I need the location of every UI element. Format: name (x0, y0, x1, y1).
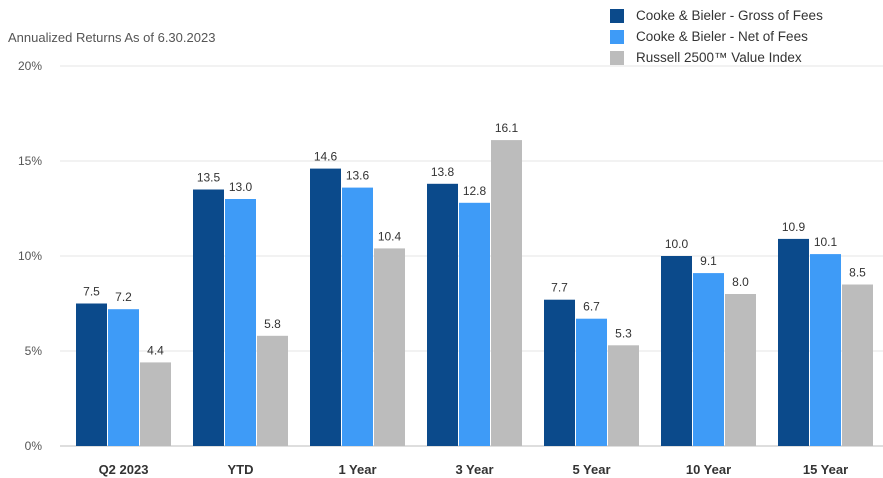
bar (76, 303, 107, 446)
bar (140, 362, 171, 446)
data-label: 7.7 (551, 281, 568, 295)
bar (310, 168, 341, 446)
data-label: 8.5 (849, 266, 866, 280)
data-label: 16.1 (495, 121, 519, 135)
y-tick-label: 10% (18, 249, 42, 263)
legend-item-gross: Cooke & Bieler - Gross of Fees (610, 5, 823, 26)
legend-swatch-index (610, 50, 624, 65)
bar (778, 238, 809, 446)
data-label: 5.8 (264, 317, 281, 331)
legend-label-net: Cooke & Bieler - Net of Fees (636, 29, 808, 44)
bar (491, 140, 522, 446)
y-tick-label: 20% (18, 59, 42, 73)
y-tick-label: 0% (25, 439, 43, 453)
bar (842, 284, 873, 446)
data-label: 14.6 (314, 150, 338, 164)
x-tick-label: 3 Year (455, 462, 493, 477)
data-label: 13.0 (229, 180, 253, 194)
legend-item-index: Russell 2500™ Value Index (610, 47, 823, 68)
legend-swatch-net (610, 29, 624, 44)
data-label: 13.6 (346, 169, 370, 183)
x-tick-label: 10 Year (686, 462, 731, 477)
bar (661, 256, 692, 446)
data-label: 9.1 (700, 254, 717, 268)
bar (108, 309, 139, 446)
data-label: 13.5 (197, 171, 221, 185)
y-tick-label: 15% (18, 154, 42, 168)
data-label: 10.9 (782, 220, 806, 234)
bar (576, 318, 607, 446)
data-label: 6.7 (583, 300, 600, 314)
bar (374, 248, 405, 446)
bar (608, 345, 639, 446)
data-label: 7.5 (83, 285, 100, 299)
data-label: 5.3 (615, 326, 632, 340)
bar (427, 183, 458, 447)
legend-item-net: Cooke & Bieler - Net of Fees (610, 26, 823, 47)
data-label: 7.2 (115, 290, 132, 304)
chart-subtitle: Annualized Returns As of 6.30.2023 (8, 30, 216, 45)
data-label: 10.4 (378, 229, 402, 243)
bar (193, 189, 224, 446)
bar (693, 273, 724, 446)
data-label: 10.1 (814, 235, 838, 249)
data-label: 8.0 (732, 275, 749, 289)
data-label: 10.0 (665, 237, 689, 251)
y-tick-label: 5% (25, 344, 43, 358)
bar (225, 199, 256, 446)
x-tick-label: YTD (228, 462, 254, 477)
chart-legend: Cooke & Bieler - Gross of Fees Cooke & B… (610, 5, 823, 68)
bar (810, 254, 841, 446)
data-label: 13.8 (431, 165, 455, 179)
legend-label-index: Russell 2500™ Value Index (636, 50, 802, 65)
bar (544, 299, 575, 446)
bar (342, 187, 373, 446)
data-label: 4.4 (147, 343, 164, 357)
data-label: 12.8 (463, 184, 487, 198)
bar (725, 294, 756, 446)
legend-label-gross: Cooke & Bieler - Gross of Fees (636, 8, 823, 23)
x-tick-label: Q2 2023 (99, 462, 149, 477)
bar (257, 335, 288, 446)
legend-swatch-gross (610, 8, 624, 23)
x-tick-label: 5 Year (572, 462, 610, 477)
bar (459, 202, 490, 446)
x-tick-label: 1 Year (338, 462, 376, 477)
x-tick-label: 15 Year (803, 462, 848, 477)
